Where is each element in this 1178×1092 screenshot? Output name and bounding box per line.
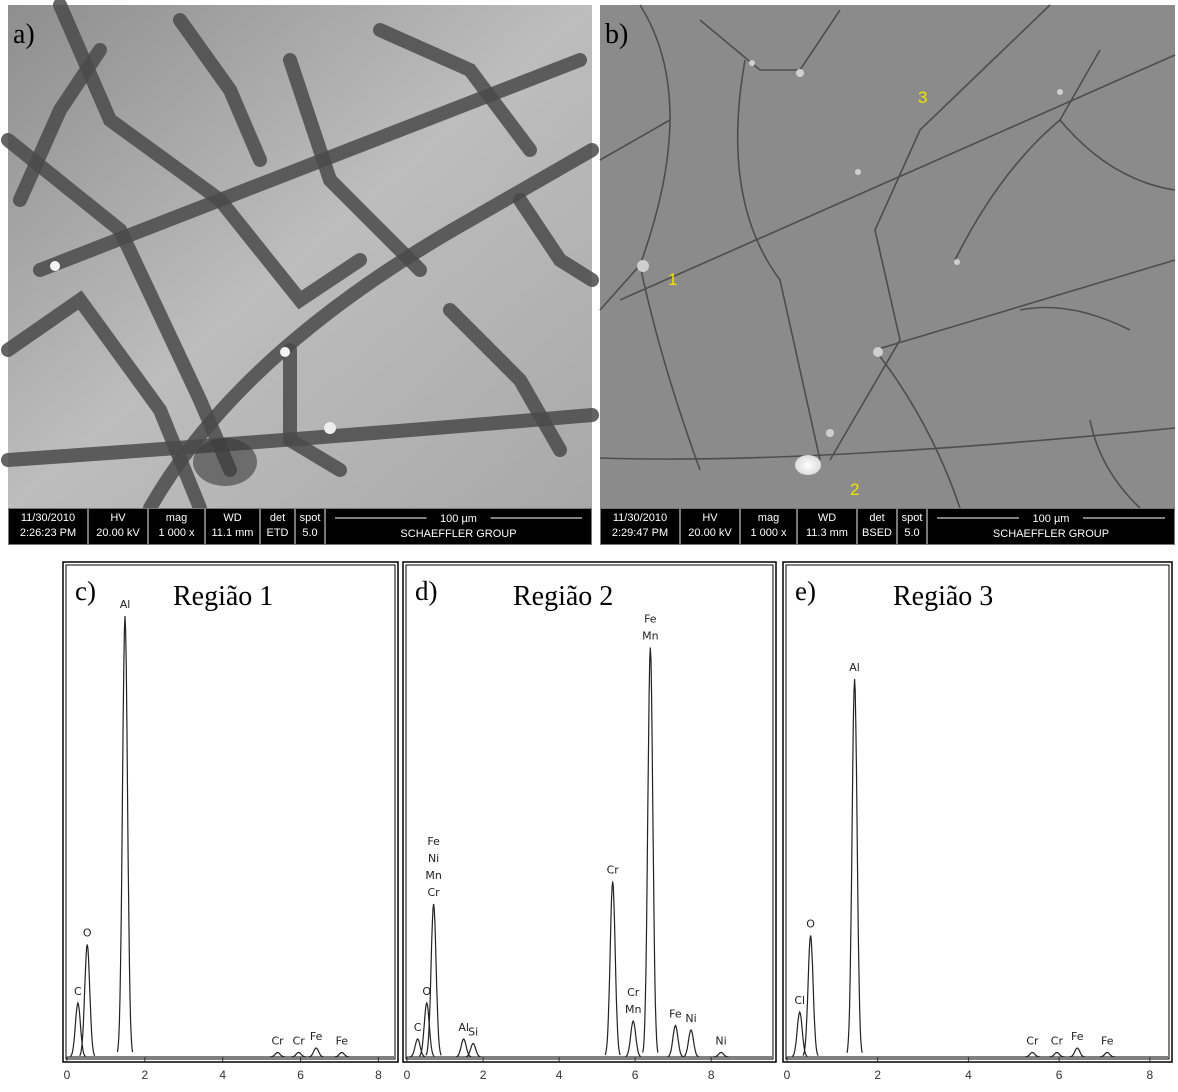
panel-frame xyxy=(783,562,1172,1062)
x-tick-label: 6 xyxy=(632,1068,639,1082)
panel-title: Região 2 xyxy=(513,581,613,612)
peak-label: Fe xyxy=(1071,1030,1084,1043)
peak-label: C xyxy=(414,1021,422,1034)
peak-label: Fe xyxy=(310,1030,323,1043)
info-text: spot xyxy=(300,512,321,524)
peak-label: Ni xyxy=(685,1012,696,1025)
info-text: 11/30/2010 xyxy=(613,512,667,524)
footer: SCHAEFFLER GROUP xyxy=(400,528,516,540)
info-text: ETD xyxy=(267,527,289,539)
spectrum-panel: c) Região 1 0 2 4 6 8 C O Al Cr Cr Fe Fe xyxy=(63,562,398,1082)
panel-label: e) xyxy=(795,576,816,606)
panel-label: a) xyxy=(13,19,35,50)
peak-label: Cr xyxy=(428,886,441,899)
region-marker: 1 xyxy=(668,270,677,289)
panel-label: c) xyxy=(75,576,96,606)
peak-label: Cr xyxy=(627,986,640,999)
x-tick-label: 0 xyxy=(64,1068,71,1082)
info-text: BSED xyxy=(862,527,892,539)
info-text: 11.3 mm xyxy=(806,527,848,539)
x-tick-label: 2 xyxy=(874,1068,881,1082)
footer: SCHAEFFLER GROUP xyxy=(993,528,1109,540)
spectrum-panel: d)Região 202468COFeNiMnCrAlSiCrCrMnFeMnF… xyxy=(403,562,776,1082)
panel-label: b) xyxy=(605,19,628,50)
x-tick-label: 4 xyxy=(219,1068,226,1082)
panel-title: Região 1 xyxy=(173,581,273,612)
info-text: 5.0 xyxy=(302,527,317,539)
info-text: det xyxy=(869,512,884,524)
info-text: 2:26:23 PM xyxy=(20,527,76,539)
panel-frame xyxy=(63,562,398,1062)
info-bar: 11/30/2010 2:26:23 PM HV 20.00 kV mag 1 000 x… xyxy=(8,508,592,545)
x-tick-label: 8 xyxy=(708,1068,715,1082)
peak-label: Fe xyxy=(644,613,657,626)
peak-label: O xyxy=(83,927,92,940)
peak-label: Cr xyxy=(607,864,620,877)
peak-label: Si xyxy=(468,1026,478,1039)
peak-label: Al xyxy=(849,661,860,674)
info-text: mag xyxy=(758,512,779,524)
sem-image-b xyxy=(600,5,1175,508)
sem-image-a xyxy=(8,5,592,508)
peak-label: O xyxy=(806,918,815,931)
peak-label: Fe xyxy=(427,835,440,848)
info-text: mag xyxy=(166,512,187,524)
spectrum-panel: e) Região 3 0 2 4 6 8 Cl O Al Cr Cr Fe Fe xyxy=(783,562,1172,1082)
x-tick-label: 2 xyxy=(480,1068,487,1082)
scale-label: 100 µm xyxy=(1033,513,1070,525)
x-tick-label: 0 xyxy=(784,1068,791,1082)
scale-label: 100 µm xyxy=(440,513,477,525)
info-text: 5.0 xyxy=(904,527,919,539)
peak-label: Fe xyxy=(336,1035,349,1048)
peak-label: Cr xyxy=(293,1035,306,1048)
figure: a)11/30/20102:26:23 PMHV20.00 kVmag1 000… xyxy=(0,0,1178,1092)
info-text: 11.1 mm xyxy=(212,527,254,539)
info-text: HV xyxy=(110,512,126,524)
panel-frame xyxy=(403,562,776,1062)
info-text: det xyxy=(270,512,285,524)
panel-label: d) xyxy=(415,576,438,606)
peak-label: C xyxy=(74,985,82,998)
x-tick-label: 6 xyxy=(1056,1068,1063,1082)
info-text: HV xyxy=(702,512,718,524)
info-bar: 11/30/2010 2:29:47 PM HV 20.00 kV mag 1 000 x… xyxy=(600,508,1175,545)
x-tick-label: 4 xyxy=(556,1068,563,1082)
peak-label: Fe xyxy=(1101,1035,1114,1048)
info-text: spot xyxy=(902,512,923,524)
x-tick-label: 4 xyxy=(965,1068,972,1082)
info-text: WD xyxy=(818,512,836,524)
peak-label: Cr xyxy=(1026,1035,1039,1048)
x-tick-label: 8 xyxy=(375,1068,382,1082)
peak-label: Mn xyxy=(425,869,441,882)
peak-label: Ni xyxy=(428,852,439,865)
peak-label: Ni xyxy=(715,1035,726,1048)
peak-label: Al xyxy=(120,598,131,611)
info-text: 11/30/2010 xyxy=(21,512,75,524)
region-marker: 3 xyxy=(918,88,927,107)
peak-label: Mn xyxy=(625,1003,641,1016)
info-text: 1 000 x xyxy=(750,527,787,539)
x-tick-label: 8 xyxy=(1147,1068,1154,1082)
peak-label: Fe xyxy=(669,1008,682,1021)
region-marker: 2 xyxy=(850,480,859,499)
info-text: 2:29:47 PM xyxy=(612,527,668,539)
peak-label: Cr xyxy=(1051,1035,1064,1048)
x-tick-label: 6 xyxy=(297,1068,304,1082)
peak-label: Cl xyxy=(794,994,805,1007)
peak-label: Cr xyxy=(272,1035,285,1048)
panel-title: Região 3 xyxy=(893,581,993,612)
info-text: 1 000 x xyxy=(158,527,195,539)
x-tick-label: 0 xyxy=(404,1068,411,1082)
peak-label: Mn xyxy=(642,630,658,643)
x-tick-label: 2 xyxy=(142,1068,149,1082)
info-text: 20.00 kV xyxy=(96,527,140,539)
info-text: 20.00 kV xyxy=(688,527,732,539)
info-text: WD xyxy=(223,512,241,524)
